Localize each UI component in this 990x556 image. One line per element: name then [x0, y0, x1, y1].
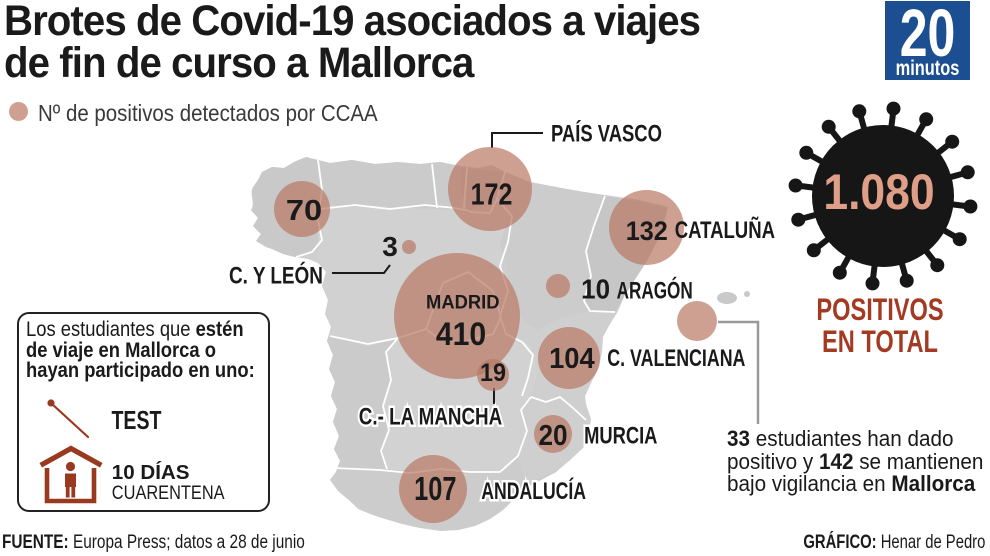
- svg-text:C.- LA MANCHA: C.- LA MANCHA: [359, 402, 503, 430]
- svg-text:ARAGÓN: ARAGÓN: [617, 276, 693, 304]
- svg-text:3: 3: [382, 231, 398, 262]
- svg-text:20: 20: [538, 419, 567, 452]
- svg-text:10: 10: [581, 273, 610, 304]
- svg-text:CATALUÑA: CATALUÑA: [675, 215, 776, 243]
- svg-text:172: 172: [471, 177, 513, 211]
- svg-text:ANDALUCÍA: ANDALUCÍA: [481, 476, 586, 505]
- svg-text:CUARENTENA: CUARENTENA: [112, 482, 225, 504]
- svg-text:C. Y LEÓN: C. Y LEÓN: [229, 261, 323, 289]
- svg-text:132: 132: [626, 217, 668, 246]
- svg-text:19: 19: [480, 359, 506, 387]
- svg-text:107: 107: [414, 471, 456, 508]
- svg-text:PAÍS VASCO: PAÍS VASCO: [551, 119, 662, 147]
- svg-text:C. VALENCIANA: C. VALENCIANA: [607, 344, 745, 371]
- svg-text:MADRID: MADRID: [426, 291, 499, 312]
- svg-text:104: 104: [549, 341, 595, 374]
- svg-text:10 DÍAS: 10 DÍAS: [112, 461, 190, 484]
- svg-text:410: 410: [436, 316, 486, 352]
- svg-text:TEST: TEST: [112, 405, 162, 434]
- svg-text:MURCIA: MURCIA: [584, 421, 658, 449]
- svg-text:70: 70: [286, 195, 322, 227]
